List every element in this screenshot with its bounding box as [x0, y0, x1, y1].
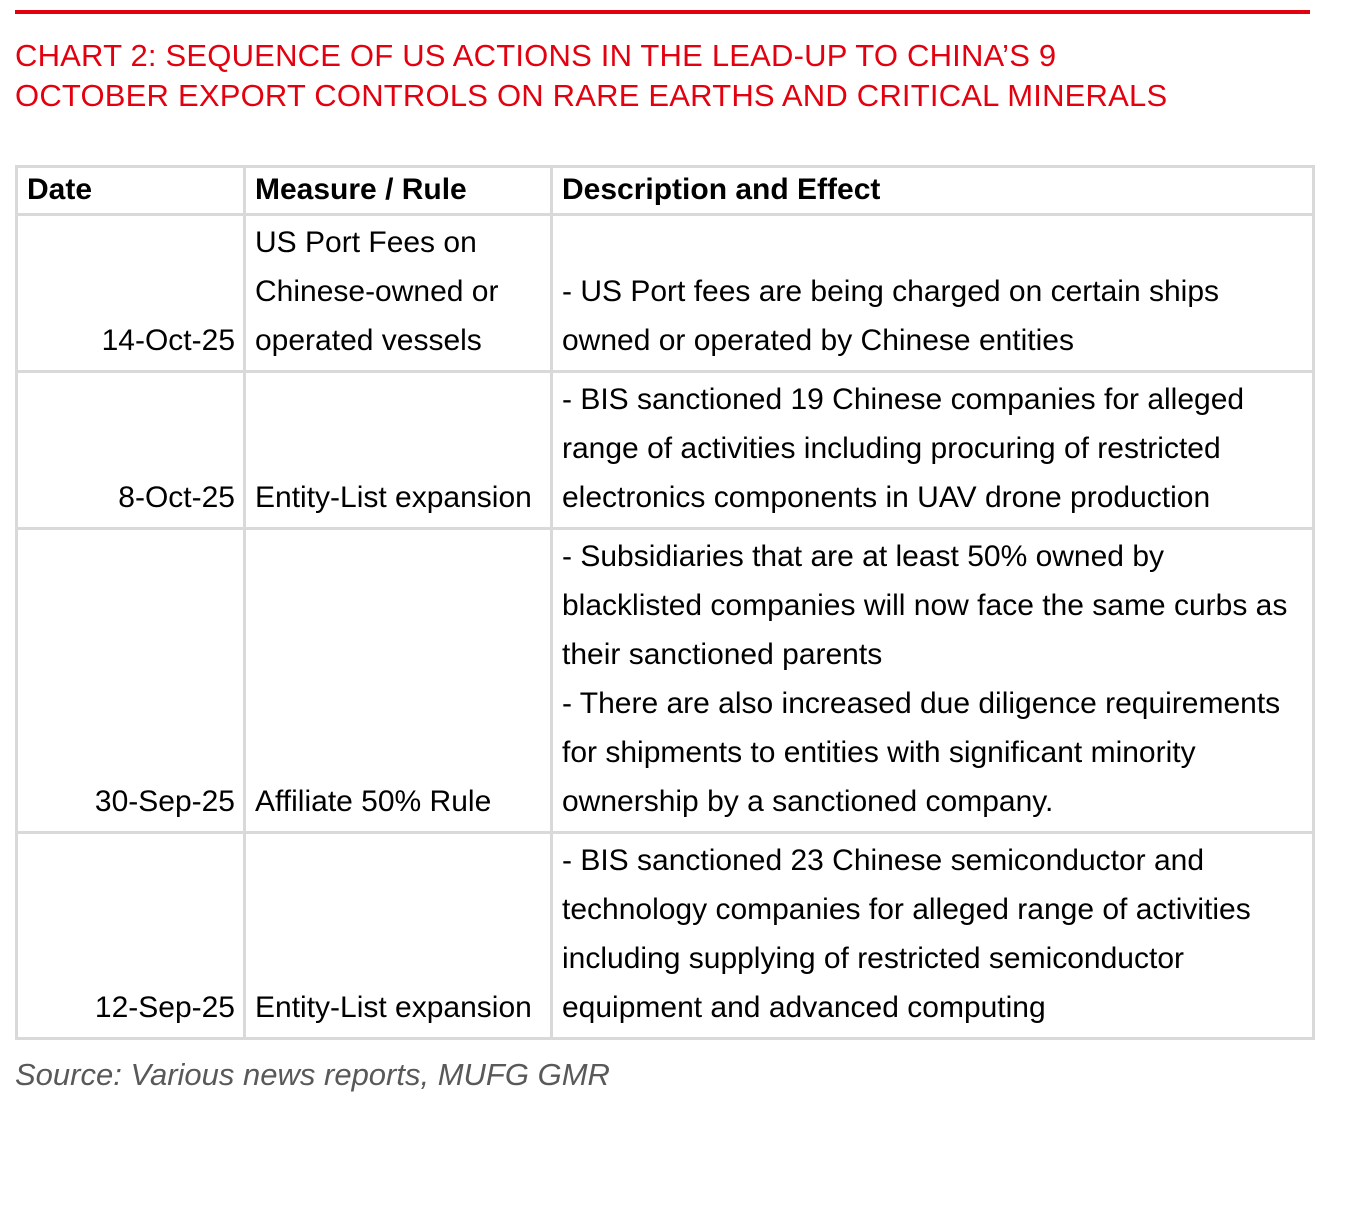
date-cell: 30-Sep-25 [15, 527, 246, 834]
red-divider-rule [15, 10, 1310, 14]
us-actions-table: Date Measure / Rule Description and Effe… [15, 165, 1315, 1040]
chart-title-line-1: CHART 2: SEQUENCE OF US ACTIONS IN THE L… [15, 38, 1057, 73]
table-row: 14-Oct-25 US Port Fees on Chinese-owned … [15, 213, 1315, 373]
date-cell: 8-Oct-25 [15, 370, 246, 530]
header-date: Date [15, 165, 246, 216]
measure-cell: Entity-List expansion [243, 831, 553, 1040]
description-cell: - BIS sanctioned 19 Chinese companies fo… [550, 370, 1315, 530]
table-row: 12-Sep-25 Entity-List expansion - BIS sa… [15, 831, 1315, 1040]
description-cell: - Subsidiaries that are at least 50% own… [550, 527, 1315, 834]
table-header-row: Date Measure / Rule Description and Effe… [15, 165, 1315, 216]
date-cell: 12-Sep-25 [15, 831, 246, 1040]
table-row: 8-Oct-25 Entity-List expansion - BIS san… [15, 370, 1315, 530]
header-measure-rule: Measure / Rule [243, 165, 553, 216]
chart-title: CHART 2: SEQUENCE OF US ACTIONS IN THE L… [15, 36, 1324, 116]
measure-cell: Affiliate 50% Rule [243, 527, 553, 834]
date-cell: 14-Oct-25 [15, 213, 246, 373]
source-note: Source: Various news reports, MUFG GMR [15, 1057, 610, 1092]
header-description-effect: Description and Effect [550, 165, 1315, 216]
measure-cell: US Port Fees on Chinese-owned or operate… [243, 213, 553, 373]
description-cell: - BIS sanctioned 23 Chinese semiconducto… [550, 831, 1315, 1040]
measure-cell: Entity-List expansion [243, 370, 553, 530]
description-cell: - US Port fees are being charged on cert… [550, 213, 1315, 373]
chart-title-line-2: OCTOBER EXPORT CONTROLS ON RARE EARTHS A… [15, 78, 1168, 113]
table-row: 30-Sep-25 Affiliate 50% Rule - Subsidiar… [15, 527, 1315, 834]
